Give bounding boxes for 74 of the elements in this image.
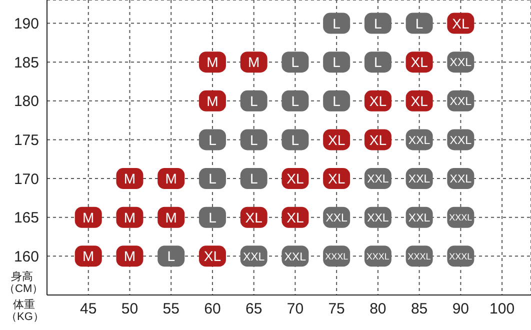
- series-label: M: [82, 248, 94, 264]
- x-tick-label: 90: [452, 300, 470, 318]
- y-tick-label: 165: [14, 210, 39, 227]
- text: L: [332, 15, 340, 32]
- text: XXL: [326, 212, 348, 225]
- text: XL: [245, 209, 262, 226]
- text: M: [82, 209, 94, 226]
- series-label: XL: [204, 248, 222, 264]
- x-tick-label: 85: [410, 300, 428, 318]
- text: XL: [328, 170, 346, 187]
- text: XL: [286, 170, 304, 187]
- text: L: [250, 132, 258, 148]
- text: XXL: [408, 174, 430, 186]
- text: XXL: [408, 134, 430, 147]
- x-tick-label: 65: [245, 300, 262, 318]
- y-tick-label: 180: [14, 93, 39, 110]
- y-tick-label: 160: [14, 248, 39, 266]
- text: L: [291, 54, 300, 70]
- text: M: [124, 248, 136, 264]
- text: M: [248, 54, 260, 70]
- text: XL: [410, 54, 428, 70]
- x-tick-label: 55: [162, 300, 180, 318]
- y-tick-label: 185: [14, 54, 39, 72]
- x-tick-label: 100: [490, 300, 515, 318]
- text: L: [291, 132, 300, 148]
- text: L: [250, 170, 258, 187]
- text: XL: [369, 132, 387, 148]
- text: L: [332, 92, 340, 109]
- text: L: [208, 170, 216, 187]
- text: L: [332, 54, 340, 70]
- x-tick-label: 60: [204, 300, 221, 318]
- x-tick-label: 45: [80, 300, 97, 318]
- x-tick-label: 70: [286, 300, 304, 318]
- y-tick-label: 170: [14, 170, 39, 188]
- text: M: [124, 170, 136, 187]
- text: XXXL: [325, 251, 348, 262]
- text: XXL: [450, 96, 472, 108]
- y-tick-label: 190: [14, 16, 39, 33]
- text: M: [206, 92, 218, 109]
- y-axis-title: 身高（CM）: [4, 271, 43, 295]
- text: M: [165, 170, 177, 187]
- text: M: [165, 209, 177, 226]
- text: L: [291, 92, 300, 109]
- x-axis-title: 体重（KG）: [6, 299, 44, 323]
- text: XXL: [242, 251, 265, 264]
- text: L: [415, 15, 424, 32]
- text: L: [208, 132, 216, 148]
- series-label: XXL: [450, 57, 472, 70]
- text: L: [208, 209, 216, 226]
- text: XL: [410, 92, 428, 109]
- y-tick-label: 175: [14, 132, 39, 150]
- text: XXL: [450, 134, 472, 147]
- text: M: [206, 54, 218, 70]
- series-label: L: [167, 248, 176, 264]
- text: XXXL: [366, 251, 390, 262]
- text: XL: [369, 92, 387, 109]
- x-tick-label: 75: [328, 300, 345, 318]
- text: L: [374, 54, 382, 70]
- x-tick-label: 80: [370, 300, 386, 318]
- text: XL: [452, 15, 470, 32]
- series-label: XXXL: [449, 212, 472, 223]
- text: XXL: [450, 174, 472, 186]
- text: XL: [328, 132, 346, 148]
- text: XXXL: [449, 251, 472, 262]
- text: XL: [286, 209, 304, 226]
- text: XXL: [408, 212, 430, 225]
- x-tick-label: 50: [121, 300, 138, 318]
- text: XXL: [284, 251, 306, 264]
- text: L: [250, 92, 258, 109]
- text: XXL: [367, 212, 389, 225]
- text: M: [124, 209, 136, 226]
- text: XXL: [367, 174, 389, 186]
- text: L: [374, 15, 382, 32]
- text: XXXL: [408, 251, 431, 262]
